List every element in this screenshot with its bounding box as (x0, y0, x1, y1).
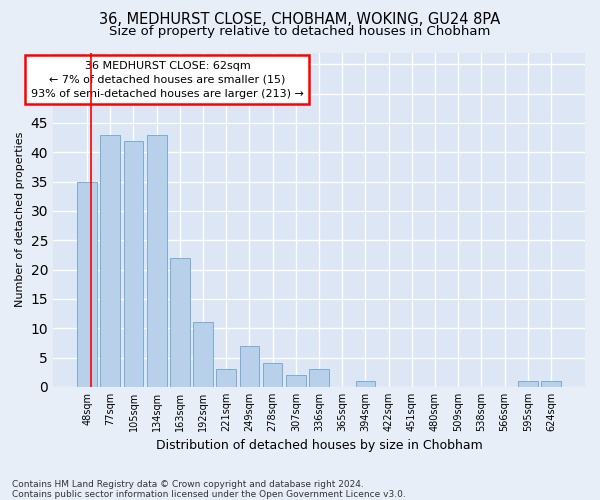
X-axis label: Distribution of detached houses by size in Chobham: Distribution of detached houses by size … (155, 440, 482, 452)
Text: Size of property relative to detached houses in Chobham: Size of property relative to detached ho… (109, 25, 491, 38)
Bar (286, 375, 305, 387)
Text: 36 MEDHURST CLOSE: 62sqm
← 7% of detached houses are smaller (15)
93% of semi-de: 36 MEDHURST CLOSE: 62sqm ← 7% of detache… (31, 61, 304, 99)
Bar (170, 258, 190, 387)
Bar (309, 370, 329, 387)
Bar (147, 134, 167, 387)
Bar (124, 140, 143, 387)
Bar (77, 182, 97, 387)
Bar (193, 322, 213, 387)
Bar (541, 381, 561, 387)
Text: Contains HM Land Registry data © Crown copyright and database right 2024.
Contai: Contains HM Land Registry data © Crown c… (12, 480, 406, 499)
Bar (263, 364, 283, 387)
Bar (217, 370, 236, 387)
Y-axis label: Number of detached properties: Number of detached properties (15, 132, 25, 308)
Bar (518, 381, 538, 387)
Bar (239, 346, 259, 387)
Bar (356, 381, 375, 387)
Bar (100, 134, 120, 387)
Text: 36, MEDHURST CLOSE, CHOBHAM, WOKING, GU24 8PA: 36, MEDHURST CLOSE, CHOBHAM, WOKING, GU2… (100, 12, 500, 26)
